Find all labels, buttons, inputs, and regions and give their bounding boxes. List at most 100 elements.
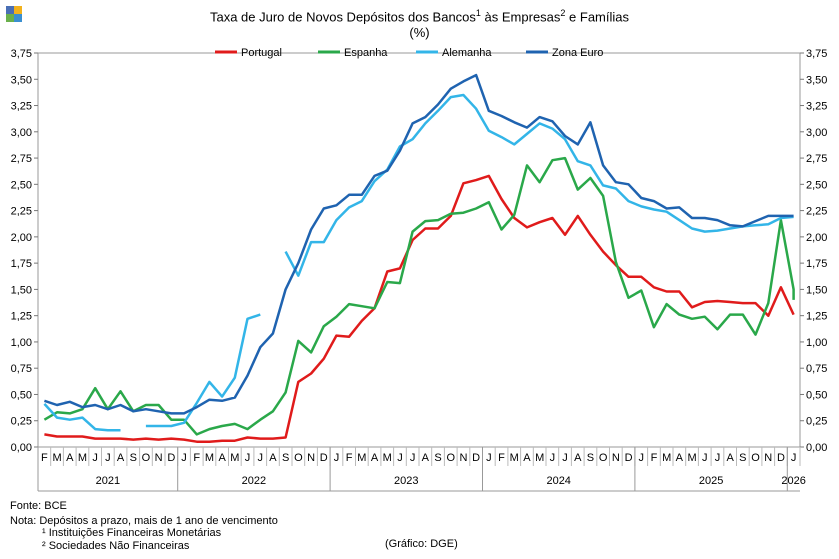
legend-label: Alemanha: [442, 47, 492, 59]
y-tick-label-right: 3,75: [806, 48, 827, 60]
month-label: J: [791, 452, 797, 464]
y-tick-label-right: 0,00: [806, 442, 827, 454]
y-tick-label-right: 2,50: [806, 179, 827, 191]
month-label: J: [486, 452, 492, 464]
series-line-espanha: [43, 156, 795, 436]
month-label: M: [205, 452, 214, 464]
month-label: J: [334, 452, 340, 464]
logo-square-1: [6, 6, 14, 14]
y-tick-label-left: 1,75: [11, 258, 32, 270]
y-tick-label-left: 3,75: [11, 48, 32, 60]
month-label: J: [639, 452, 645, 464]
month-label: D: [777, 452, 785, 464]
y-tick-label-left: 3,25: [11, 101, 32, 113]
chart-title-part3: e Famílias: [565, 9, 630, 25]
month-label: J: [702, 452, 708, 464]
month-label: A: [676, 452, 684, 464]
chart-title-main: Taxa de Juro de Novos Depósitos dos Banc…: [209, 9, 476, 25]
logo-square-3: [6, 14, 14, 22]
month-label: M: [535, 452, 544, 464]
month-label: A: [66, 452, 74, 464]
month-label: M: [383, 452, 392, 464]
y-tick-label-right: 3,25: [806, 101, 827, 113]
month-label: O: [599, 452, 608, 464]
y-tick-label-left: 2,75: [11, 153, 32, 165]
month-label: J: [550, 452, 556, 464]
month-label: J: [410, 452, 416, 464]
month-label: A: [218, 452, 226, 464]
y-tick-label-left: 2,25: [11, 206, 32, 218]
y-tick-label-left: 1,25: [11, 311, 32, 323]
year-label: 2022: [242, 475, 266, 487]
footnote-2: ² Sociedades Não Financeiras: [42, 540, 190, 552]
y-tick-label-right: 1,75: [806, 258, 827, 270]
y-tick-label-left: 2,00: [11, 232, 32, 244]
logo-square-2: [14, 6, 22, 14]
year-label: 2024: [546, 475, 570, 487]
y-tick-label-right: 1,00: [806, 337, 827, 349]
month-label: F: [651, 452, 658, 464]
plot-frame: [37, 52, 801, 448]
y-tick-label-right: 2,25: [806, 206, 827, 218]
y-tick-label-left: 1,50: [11, 284, 32, 296]
month-label: J: [258, 452, 264, 464]
month-label: J: [92, 452, 98, 464]
note-text: Nota: Depósitos a prazo, mais de 1 ano d…: [10, 515, 278, 527]
logo-square-4: [14, 14, 22, 22]
month-label: A: [523, 452, 531, 464]
chart-title: Taxa de Juro de Novos Depósitos dos Banc…: [0, 8, 839, 24]
month-label: M: [357, 452, 366, 464]
y-tick-label-right: 3,50: [806, 74, 827, 86]
month-label: N: [612, 452, 620, 464]
month-label: D: [472, 452, 480, 464]
month-label: S: [434, 452, 441, 464]
month-label: M: [52, 452, 61, 464]
y-tick-label-left: 3,00: [11, 127, 32, 139]
month-label: M: [230, 452, 239, 464]
month-label: F: [346, 452, 353, 464]
month-label: A: [269, 452, 277, 464]
month-label: O: [751, 452, 760, 464]
y-tick-label-right: 2,00: [806, 232, 827, 244]
month-label: F: [193, 452, 200, 464]
month-label: D: [625, 452, 633, 464]
series-line-alemanha: [43, 93, 794, 432]
y-tick-label-right: 2,75: [806, 153, 827, 165]
month-label: J: [562, 452, 568, 464]
legend-label: Zona Euro: [552, 47, 603, 59]
y-tick-label-left: 0,75: [11, 363, 32, 375]
y-tick-label-right: 0,75: [806, 363, 827, 375]
logo-icon: [6, 6, 22, 22]
month-label: J: [181, 452, 187, 464]
series-line-portugal: [44, 174, 795, 443]
year-label: 2021: [96, 475, 120, 487]
month-label: N: [307, 452, 315, 464]
month-label: N: [155, 452, 163, 464]
month-label: A: [726, 452, 734, 464]
month-label: S: [130, 452, 137, 464]
year-label: 2023: [394, 475, 418, 487]
year-label: 2025: [699, 475, 723, 487]
month-label: J: [715, 452, 721, 464]
month-label: M: [78, 452, 87, 464]
y-tick-label-right: 0,50: [806, 389, 827, 401]
chart-canvas: 0,00 0,00 0,25 0,25 0,50 0,50 0,75 0,75 1,00 1,00…: [11, 47, 827, 492]
y-tick-label-left: 0,00: [11, 442, 32, 454]
month-label: S: [739, 452, 746, 464]
y-tick-label-left: 3,50: [11, 74, 32, 86]
month-label: F: [498, 452, 505, 464]
series-line-zona-euro: [44, 73, 794, 415]
y-tick-label-right: 1,25: [806, 311, 827, 323]
month-label: A: [371, 452, 379, 464]
year-label: 2026: [781, 475, 805, 487]
legend-label: Espanha: [344, 47, 388, 59]
month-label: O: [142, 452, 151, 464]
month-label: F: [41, 452, 48, 464]
footnote-1: ¹ Instituições Financeiras Monetárias: [42, 527, 222, 539]
month-label: N: [459, 452, 467, 464]
y-tick-label-left: 2,50: [11, 179, 32, 191]
month-label: M: [662, 452, 671, 464]
source-note: Fonte: BCE: [10, 500, 67, 512]
month-label: M: [687, 452, 696, 464]
month-label: O: [446, 452, 455, 464]
